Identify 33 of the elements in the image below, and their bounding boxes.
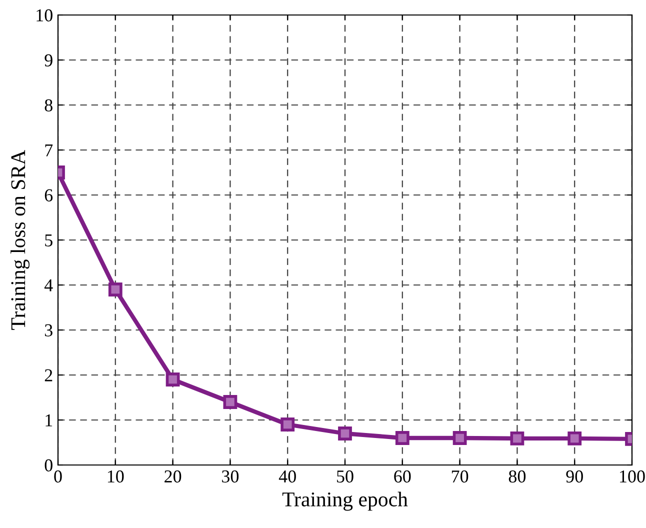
x-axis-title: Training epoch bbox=[282, 492, 408, 511]
y-tick-label: 5 bbox=[45, 234, 52, 246]
x-tick-label: 60 bbox=[394, 470, 411, 483]
x-tick-label: 100 bbox=[620, 470, 645, 483]
y-tick-label: 3 bbox=[44, 324, 52, 336]
point bbox=[108, 282, 122, 296]
point bbox=[510, 432, 524, 446]
y-tick-label: 8 bbox=[44, 99, 52, 112]
x-tick-label: 30 bbox=[222, 470, 239, 483]
point bbox=[452, 431, 467, 445]
x-tick-label: 90 bbox=[566, 470, 583, 483]
y-tick-label: 1 bbox=[46, 414, 52, 426]
y-tick-label: 0 bbox=[44, 459, 52, 472]
x-tick-label: 0 bbox=[54, 470, 62, 483]
point bbox=[338, 426, 352, 440]
point bbox=[395, 431, 410, 445]
point bbox=[568, 432, 582, 446]
y-axis-title: Training loss on SRA bbox=[10, 150, 30, 330]
point bbox=[166, 372, 180, 386]
x-tick-label: 80 bbox=[508, 470, 526, 483]
y-tick-label: 7 bbox=[45, 144, 53, 156]
x-tick-label: 50 bbox=[337, 470, 354, 483]
y-tick-label: 9 bbox=[44, 54, 52, 66]
x-tick-label: 40 bbox=[278, 470, 296, 483]
y-tick-label: 10 bbox=[36, 9, 52, 22]
point bbox=[280, 418, 295, 432]
y-tick-label: 6 bbox=[44, 189, 53, 202]
x-tick-label: 10 bbox=[108, 470, 124, 483]
point bbox=[223, 395, 238, 409]
y-tick-label: 4 bbox=[44, 279, 53, 292]
x-tick-label: 70 bbox=[452, 470, 468, 483]
x-tick-label: 20 bbox=[164, 470, 182, 483]
y-tick-label: 2 bbox=[44, 369, 52, 382]
